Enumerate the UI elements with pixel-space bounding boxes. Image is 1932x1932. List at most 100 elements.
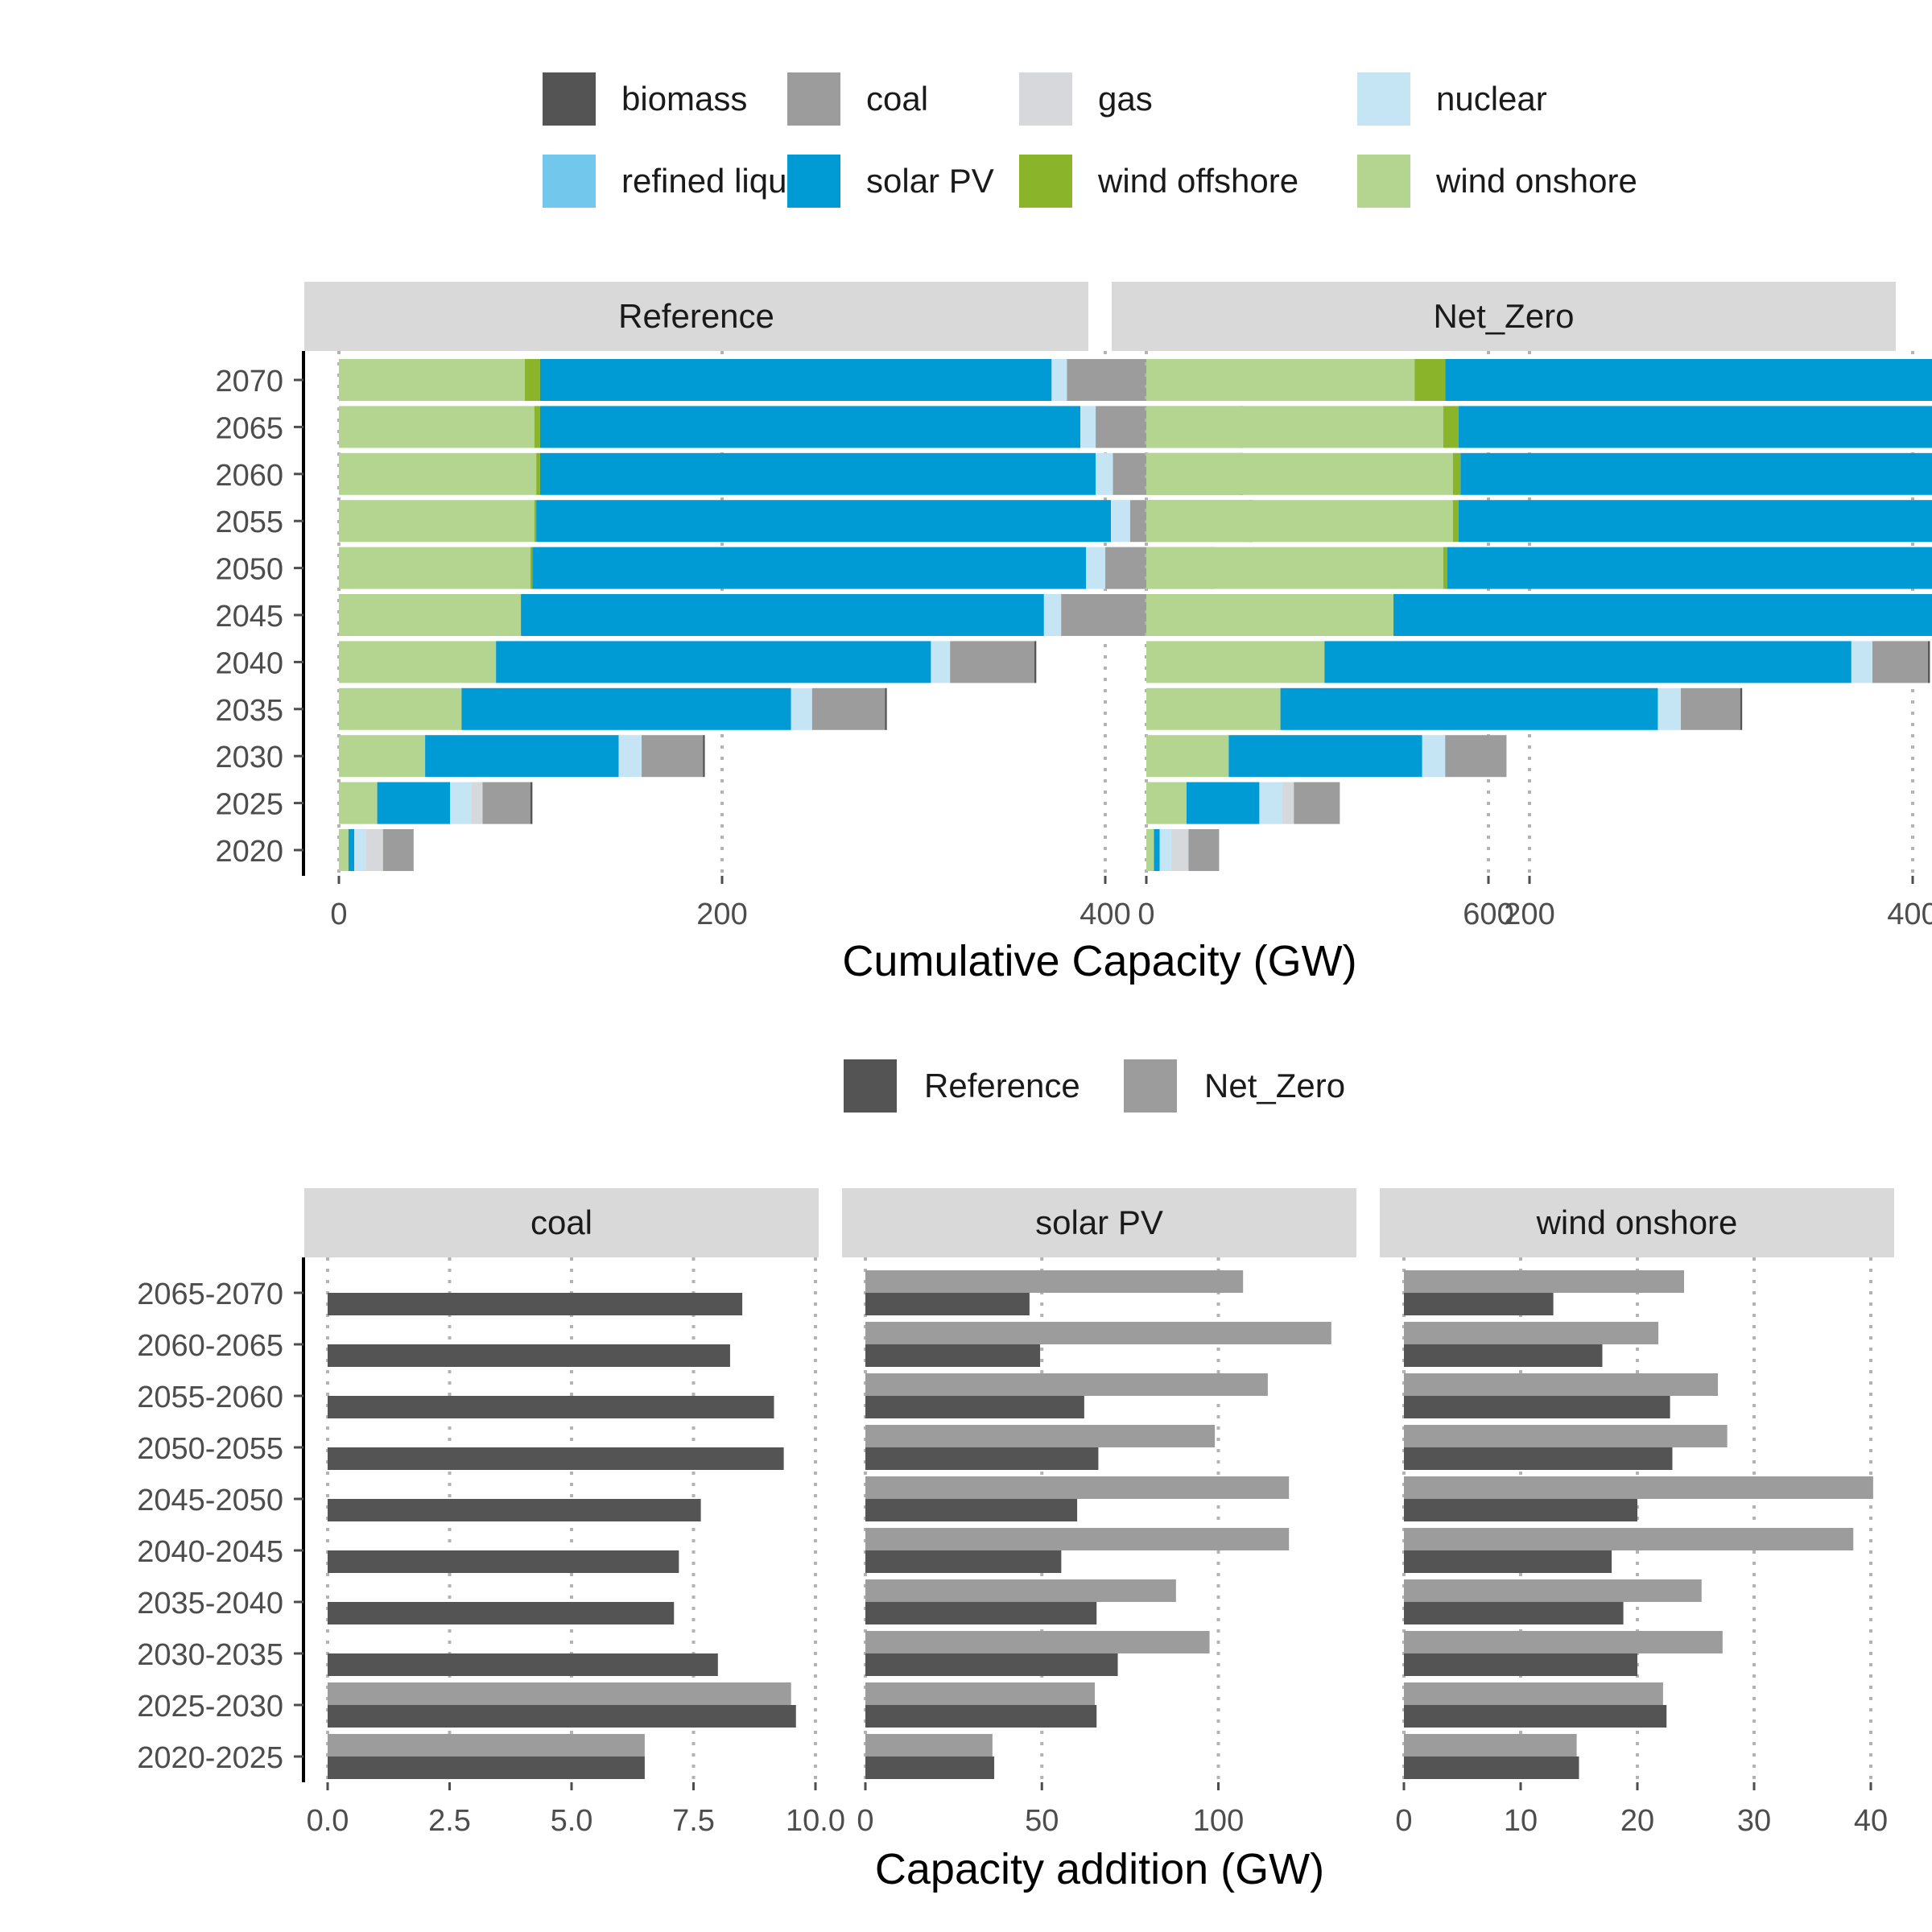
legend-label-biomass: biomass — [621, 80, 747, 118]
bar-wind-onshore-2050 — [339, 547, 530, 589]
bar-reference-2060-2065 — [328, 1344, 730, 1367]
bar-nuclear-2035 — [1657, 687, 1682, 730]
bar-wind-onshore-2020 — [1146, 829, 1154, 871]
legend-key-biomass — [543, 72, 596, 126]
strip-reference — [304, 282, 1088, 351]
bar-reference-2020-2025 — [1404, 1757, 1579, 1779]
capacity-addition-xlabel: Capacity addition (GW) — [875, 1845, 1324, 1893]
x-tick-label: 7.5 — [672, 1804, 715, 1838]
bar-nuclear-2040 — [931, 641, 951, 683]
bar-net-zero-2055-2060 — [1404, 1373, 1719, 1396]
bar-wind-onshore-2060 — [339, 452, 537, 495]
bar-wind-onshore-2025 — [1146, 782, 1187, 824]
y-tick-label-2030-2035: 2030-2035 — [137, 1638, 283, 1672]
bar-net-zero-2025-2030 — [328, 1682, 791, 1705]
bar-solar-pv-2045 — [521, 594, 1044, 636]
bar-solar-pv-2070 — [539, 359, 1052, 401]
bar-reference-2055-2060 — [865, 1396, 1084, 1418]
bar-nuclear-2065 — [1080, 406, 1096, 448]
bar-net-zero-2030-2035 — [1404, 1631, 1723, 1653]
legend-label-wind-onshore: wind onshore — [1435, 162, 1637, 200]
bar-coal-2030 — [642, 735, 704, 778]
legend-key-reference — [844, 1059, 897, 1113]
bar-solar-pv-2020 — [348, 829, 355, 871]
bar-coal-2030 — [1445, 735, 1507, 778]
y-tick-label-2035-2040: 2035-2040 — [137, 1587, 283, 1620]
bar-reference-2025-2030 — [1404, 1705, 1667, 1728]
bar-wind-offshore-2060 — [536, 452, 540, 495]
legend-label-wind-offshore: wind offshore — [1097, 162, 1298, 200]
bar-reference-2030-2035 — [1404, 1653, 1637, 1676]
x-tick-label: 10.0 — [786, 1804, 845, 1838]
x-tick-label: 50 — [1025, 1804, 1059, 1838]
x-tick-label: 5.0 — [551, 1804, 593, 1838]
bar-nuclear-2045 — [1043, 594, 1062, 636]
legend-key-nuclear — [1357, 72, 1410, 126]
bar-nuclear-2025 — [450, 782, 472, 824]
bar-biomass-2030 — [703, 735, 705, 778]
x-tick-label: 0 — [1137, 898, 1154, 931]
bar-solar-pv-2040 — [1324, 641, 1852, 683]
bar-wind-offshore-2055 — [534, 500, 537, 543]
x-tick-label: 200 — [696, 898, 747, 931]
bar-solar-pv-2055 — [1458, 500, 1932, 543]
bar-wind-onshore-2050 — [1146, 547, 1443, 589]
bar-wind-onshore-2020 — [339, 829, 349, 871]
x-tick-label: 40 — [1854, 1804, 1888, 1838]
bar-solar-pv-2030 — [425, 735, 619, 778]
bar-solar-pv-2055 — [536, 500, 1112, 543]
strip-label-wind-onshore: wind onshore — [1536, 1203, 1738, 1241]
bar-coal-2025 — [482, 782, 530, 824]
bar-nuclear-2030 — [618, 735, 642, 778]
bar-gas-2025 — [471, 782, 483, 824]
y-tick-label-2040-2045: 2040-2045 — [137, 1535, 283, 1569]
strip-coal — [304, 1188, 819, 1257]
y-tick-label-2055: 2055 — [215, 506, 283, 539]
bar-reference-2065-2070 — [865, 1293, 1030, 1315]
bar-gas-2025 — [1282, 782, 1294, 824]
legend-label-reference: Reference — [924, 1067, 1080, 1104]
bar-net-zero-2035-2040 — [865, 1579, 1176, 1602]
bar-net-zero-2025-2030 — [865, 1682, 1096, 1705]
bar-reference-2040-2045 — [865, 1550, 1062, 1573]
legend-key-solar-pv — [787, 155, 840, 208]
legend-key-wind-offshore — [1019, 155, 1072, 208]
bar-coal-2020 — [1188, 829, 1220, 871]
x-tick-label: 0 — [857, 1804, 873, 1838]
bar-nuclear-2030 — [1422, 735, 1446, 778]
legend-key-gas — [1019, 72, 1072, 126]
bar-wind-onshore-2055 — [1146, 500, 1453, 543]
bar-wind-offshore-2050 — [1443, 547, 1447, 589]
bar-wind-onshore-2030 — [1146, 735, 1229, 778]
bar-nuclear-2020 — [354, 829, 366, 871]
bar-solar-pv-2065 — [539, 406, 1081, 448]
bar-wind-onshore-2045 — [1146, 594, 1394, 636]
strip-solar-pv — [842, 1188, 1356, 1257]
bar-reference-2060-2065 — [865, 1344, 1041, 1367]
bar-net-zero-2040-2045 — [1404, 1528, 1854, 1550]
y-tick-label-2050-2055: 2050-2055 — [137, 1432, 283, 1466]
bar-wind-onshore-2040 — [339, 641, 497, 683]
bar-solar-pv-2060 — [539, 452, 1096, 495]
y-tick-label-2060-2065: 2060-2065 — [137, 1329, 283, 1363]
y-tick-label-2035: 2035 — [215, 694, 283, 728]
legend-key-coal — [787, 72, 840, 126]
bar-nuclear-2055 — [1111, 500, 1130, 543]
panel-solar-pv: solar PV 0 50 100 — [842, 1188, 1356, 1838]
y-tick-label-2060: 2060 — [215, 459, 283, 493]
y-tick-label-2020: 2020 — [215, 835, 283, 869]
bar-reference-2050-2055 — [1404, 1447, 1673, 1470]
y-tick-label-2025: 2025 — [215, 788, 283, 822]
legend-label-coal: coal — [866, 80, 928, 118]
bar-solar-pv-2030 — [1228, 735, 1422, 778]
bar-solar-pv-2040 — [496, 641, 931, 683]
y-tick-label-2040: 2040 — [215, 646, 283, 680]
strip-label-net-zero: Net_Zero — [1433, 297, 1574, 335]
bar-nuclear-2060 — [1096, 452, 1113, 495]
bar-solar-pv-2025 — [1186, 782, 1260, 824]
bar-reference-2025-2030 — [865, 1705, 1097, 1728]
x-tick-label: 400 — [1080, 898, 1130, 931]
bar-net-zero-2030-2035 — [865, 1631, 1210, 1653]
bar-net-zero-2060-2065 — [1404, 1322, 1659, 1344]
